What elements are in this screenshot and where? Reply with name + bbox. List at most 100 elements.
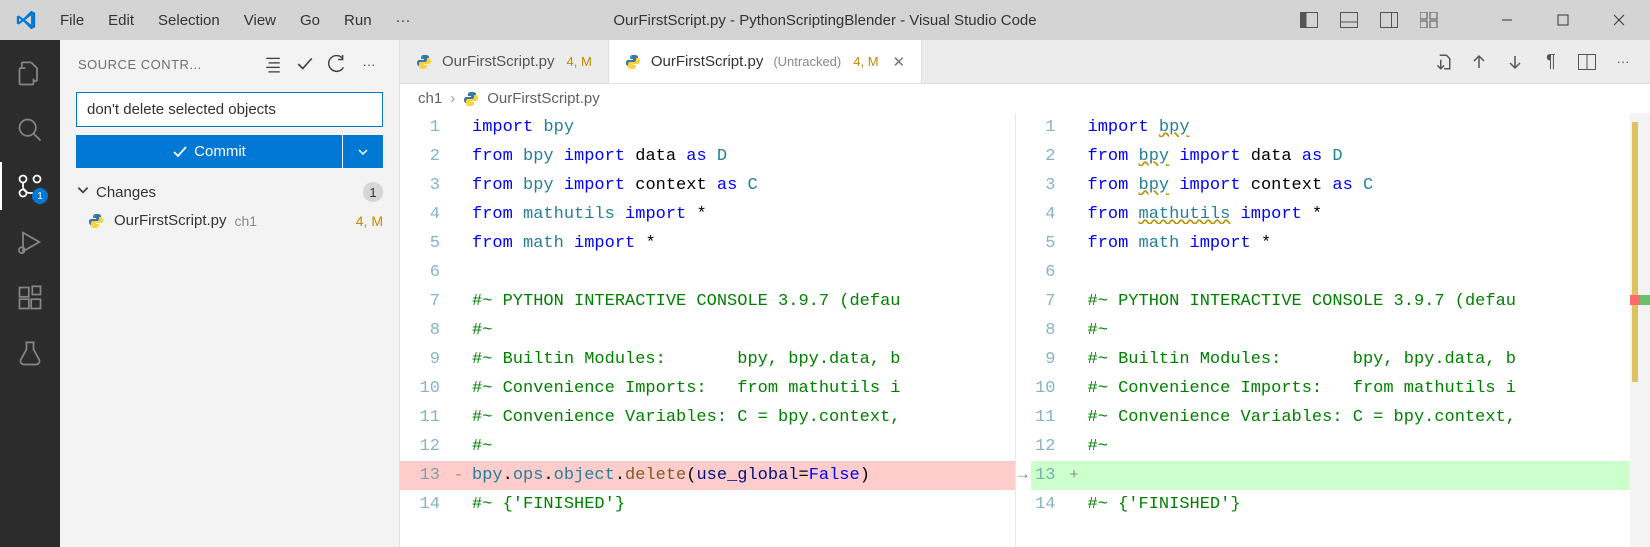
- menu-view[interactable]: View: [234, 6, 286, 35]
- code-line[interactable]: 8#~: [400, 316, 1015, 345]
- code-content: [1088, 466, 1631, 485]
- code-line[interactable]: 8#~: [1016, 316, 1631, 345]
- line-number: 11: [400, 408, 454, 427]
- activity-extensions-icon[interactable]: [6, 274, 54, 322]
- code-content: #~ PYTHON INTERACTIVE CONSOLE 3.9.7 (def…: [1088, 292, 1631, 311]
- code-line[interactable]: 9#~ Builtin Modules: bpy, bpy.data, b: [1016, 345, 1631, 374]
- change-file-status: 4, M: [356, 213, 383, 229]
- code-line[interactable]: 11#~ Convenience Variables: C = bpy.cont…: [400, 403, 1015, 432]
- code-line[interactable]: 12#~: [1016, 432, 1631, 461]
- commit-message-input[interactable]: [76, 92, 383, 127]
- commit-button[interactable]: Commit: [76, 135, 342, 168]
- tab-close-icon[interactable]: ✕: [893, 53, 906, 71]
- more-actions-icon[interactable]: ···: [1612, 51, 1634, 73]
- code-line[interactable]: 6: [400, 258, 1015, 287]
- code-line[interactable]: 7 #~ PYTHON INTERACTIVE CONSOLE 3.9.7 (de…: [400, 287, 1015, 316]
- code-line[interactable]: 11#~ Convenience Variables: C = bpy.cont…: [1016, 403, 1631, 432]
- tab-untracked-file[interactable]: OurFirstScript.py (Untracked) 4, M ✕: [609, 40, 922, 83]
- code-line[interactable]: 10#~ Convenience Imports: from mathutils…: [1016, 374, 1631, 403]
- commit-check-icon[interactable]: [293, 52, 317, 76]
- split-editor-icon[interactable]: [1576, 51, 1598, 73]
- menu-edit[interactable]: Edit: [98, 6, 144, 35]
- breadcrumb[interactable]: ch1 › OurFirstScript.py: [400, 84, 1650, 113]
- layout-primary-sidebar-icon[interactable]: [1294, 5, 1324, 35]
- whitespace-icon[interactable]: ¶: [1540, 51, 1562, 73]
- code-content: from bpy import data as D: [472, 147, 1015, 166]
- menu-file[interactable]: File: [50, 6, 94, 35]
- line-number: 7: [400, 292, 454, 311]
- code-content: import bpy: [472, 118, 1015, 137]
- window-minimize-button[interactable]: [1484, 2, 1530, 38]
- layout-customize-icon[interactable]: [1414, 5, 1444, 35]
- code-line[interactable]: 4from mathutils import *: [400, 200, 1015, 229]
- code-line[interactable]: 3from bpy import context as C: [1016, 171, 1631, 200]
- previous-change-icon[interactable]: [1468, 51, 1490, 73]
- breadcrumb-file[interactable]: OurFirstScript.py: [487, 90, 600, 107]
- change-item[interactable]: OurFirstScript.py ch1 4, M: [60, 208, 399, 233]
- ruler-added-mark: [1640, 295, 1650, 305]
- menu-selection[interactable]: Selection: [148, 6, 230, 35]
- diff-pane-original[interactable]: 1import bpy2from bpy import data as D3fr…: [400, 113, 1016, 547]
- window-close-button[interactable]: [1596, 2, 1642, 38]
- code-content: #~ {'FINISHED'}: [472, 495, 1015, 514]
- ruler-warning-mark: [1632, 122, 1638, 382]
- change-file-name: OurFirstScript.py: [114, 212, 227, 229]
- line-number: 11: [1016, 408, 1070, 427]
- menu-more-icon[interactable]: ···: [386, 6, 421, 35]
- code-content: #~ Builtin Modules: bpy, bpy.data, b: [472, 350, 1015, 369]
- code-content: #~ PYTHON INTERACTIVE CONSOLE 3.9.7 (def…: [472, 292, 1015, 311]
- layout-panel-icon[interactable]: [1334, 5, 1364, 35]
- code-line[interactable]: 6: [1016, 258, 1631, 287]
- activity-explorer-icon[interactable]: [6, 50, 54, 98]
- changes-section-header[interactable]: Changes 1: [60, 176, 399, 208]
- code-line[interactable]: 5from math import *: [400, 229, 1015, 258]
- code-line[interactable]: 12#~: [400, 432, 1015, 461]
- next-change-icon[interactable]: [1504, 51, 1526, 73]
- code-line[interactable]: 14#~ {'FINISHED'}: [1016, 490, 1631, 519]
- open-changes-icon[interactable]: [1432, 51, 1454, 73]
- editor-tabs: OurFirstScript.py 4, M OurFirstScript.py…: [400, 40, 1650, 84]
- code-content: from mathutils import *: [1088, 205, 1631, 224]
- diff-arrow-icon: →: [1016, 461, 1031, 490]
- code-line[interactable]: 1import bpy: [400, 113, 1015, 142]
- window-maximize-button[interactable]: [1540, 2, 1586, 38]
- tab-original-file[interactable]: OurFirstScript.py 4, M: [400, 40, 609, 83]
- python-file-icon: [463, 91, 479, 107]
- breadcrumb-folder[interactable]: ch1: [418, 90, 442, 107]
- code-line[interactable]: 2from bpy import data as D: [400, 142, 1015, 171]
- activity-source-control-icon[interactable]: 1: [6, 162, 54, 210]
- diff-pane-modified[interactable]: 1import bpy2from bpy import data as D3fr…: [1016, 113, 1631, 547]
- line-number: 7: [1016, 292, 1070, 311]
- code-line[interactable]: 9#~ Builtin Modules: bpy, bpy.data, b: [400, 345, 1015, 374]
- more-actions-icon[interactable]: ···: [357, 52, 381, 76]
- commit-dropdown-button[interactable]: [343, 135, 383, 168]
- menu-go[interactable]: Go: [290, 6, 330, 35]
- python-file-icon: [88, 213, 106, 229]
- commit-button-label: Commit: [194, 143, 246, 160]
- code-line[interactable]: 5from math import *: [1016, 229, 1631, 258]
- tab-status: 4, M: [853, 54, 878, 69]
- code-line[interactable]: 7 #~ PYTHON INTERACTIVE CONSOLE 3.9.7 (de…: [1016, 287, 1631, 316]
- code-line[interactable]: 3from bpy import context as C: [400, 171, 1015, 200]
- chevron-down-icon: [76, 183, 90, 201]
- refresh-icon[interactable]: [325, 52, 349, 76]
- code-line[interactable]: 2from bpy import data as D: [1016, 142, 1631, 171]
- code-line[interactable]: 1import bpy: [1016, 113, 1631, 142]
- layout-secondary-sidebar-icon[interactable]: [1374, 5, 1404, 35]
- activity-search-icon[interactable]: [6, 106, 54, 154]
- code-line[interactable]: 13-bpy.ops.object.delete(use_global=Fals…: [400, 461, 1015, 490]
- code-line[interactable]: 4from mathutils import *: [1016, 200, 1631, 229]
- code-line[interactable]: 13+: [1016, 461, 1631, 490]
- activity-testing-icon[interactable]: [6, 330, 54, 378]
- menu-run[interactable]: Run: [334, 6, 382, 35]
- code-content: #~: [1088, 437, 1631, 456]
- ruler-removed-mark: [1630, 295, 1640, 305]
- line-number: 10: [1016, 379, 1070, 398]
- titlebar-right: [1294, 2, 1642, 38]
- code-line[interactable]: 10#~ Convenience Imports: from mathutils…: [400, 374, 1015, 403]
- activity-debug-icon[interactable]: [6, 218, 54, 266]
- overview-ruler[interactable]: [1630, 113, 1650, 547]
- changes-label: Changes: [96, 184, 156, 201]
- code-line[interactable]: 14#~ {'FINISHED'}: [400, 490, 1015, 519]
- view-as-tree-icon[interactable]: [261, 52, 285, 76]
